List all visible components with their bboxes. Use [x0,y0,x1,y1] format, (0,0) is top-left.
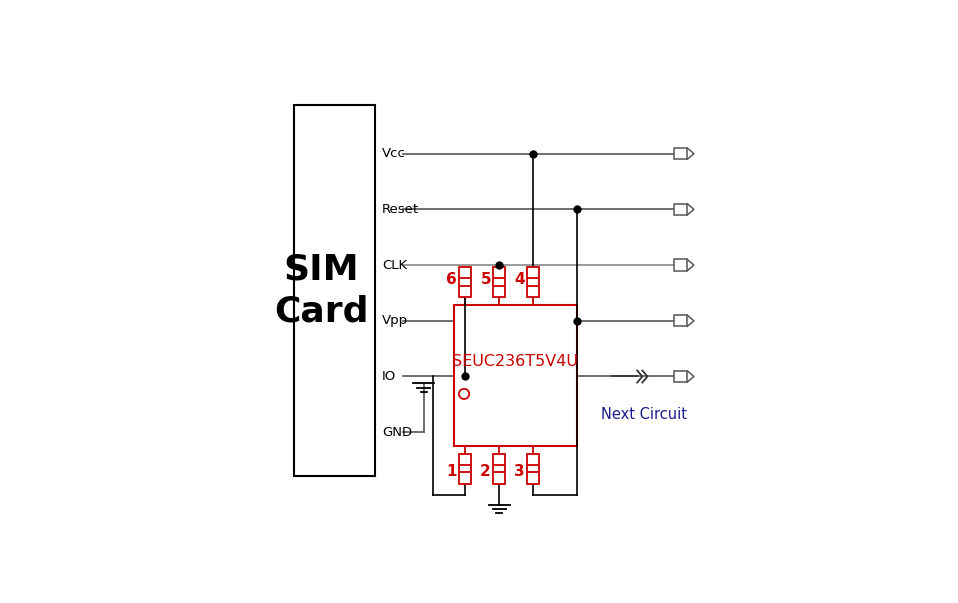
Text: 1: 1 [446,464,457,479]
Text: 5: 5 [480,272,490,287]
Bar [674,315,688,326]
Bar [460,453,471,484]
Bar [460,267,471,297]
Text: Reset: Reset [382,203,419,216]
Bar [674,148,688,159]
Bar [527,267,539,297]
Bar [674,259,688,271]
Text: 2: 2 [480,464,490,479]
Text: SEUC236T5V4U: SEUC236T5V4U [452,354,579,369]
Text: Next Circuit: Next Circuit [602,406,687,421]
Bar [674,204,688,215]
Bar [493,453,506,484]
Bar [493,267,506,297]
Text: CLK: CLK [382,259,407,271]
Text: GND: GND [382,426,412,439]
Text: 4: 4 [514,272,525,287]
Bar [294,105,375,476]
Text: 6: 6 [446,272,457,287]
Text: 3: 3 [514,464,525,479]
Bar [454,305,577,446]
Bar [674,371,688,382]
Bar [527,453,539,484]
Text: Vpp: Vpp [382,314,408,327]
Text: Vcc: Vcc [382,147,406,160]
Text: IO: IO [382,370,396,383]
Text: SIM
Card: SIM Card [274,253,369,329]
